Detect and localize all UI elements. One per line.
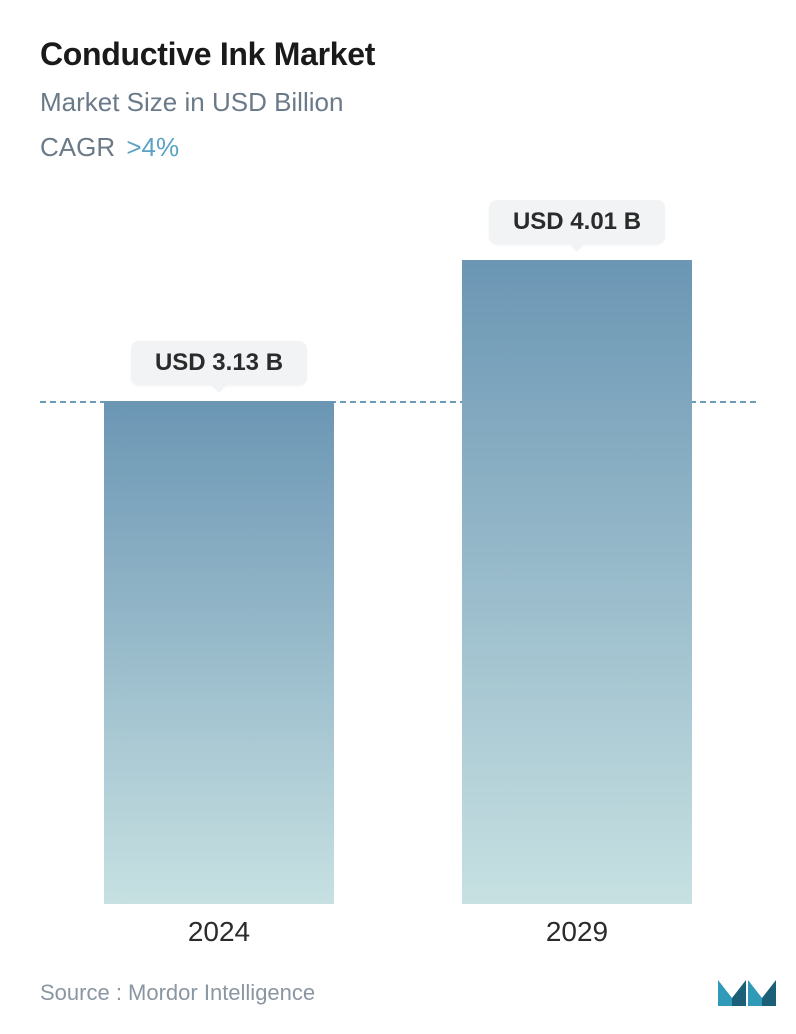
chart-area: USD 3.13 B USD 4.01 B	[40, 260, 756, 904]
chart-title: Conductive Ink Market	[40, 36, 756, 73]
bars-container: USD 3.13 B USD 4.01 B	[40, 260, 756, 904]
bar	[104, 401, 334, 904]
x-axis-label: 2024	[40, 916, 398, 948]
chart-footer: Source : Mordor Intelligence	[40, 970, 776, 1006]
brand-logo-icon	[718, 970, 776, 1006]
bar	[462, 260, 692, 904]
chart-header: Conductive Ink Market Market Size in USD…	[0, 0, 796, 163]
cagr-value: >4%	[126, 132, 179, 162]
cagr-label: CAGR	[40, 132, 115, 162]
chart-subtitle: Market Size in USD Billion	[40, 87, 756, 118]
bar-value-label: USD 4.01 B	[489, 200, 665, 244]
bar-slot: USD 4.01 B	[398, 260, 756, 904]
source-text: Source : Mordor Intelligence	[40, 980, 315, 1006]
x-axis-label: 2029	[398, 916, 756, 948]
bar-slot: USD 3.13 B	[40, 260, 398, 904]
x-axis-labels: 20242029	[40, 916, 756, 948]
bar-value-label: USD 3.13 B	[131, 341, 307, 385]
cagr-row: CAGR >4%	[40, 132, 756, 163]
